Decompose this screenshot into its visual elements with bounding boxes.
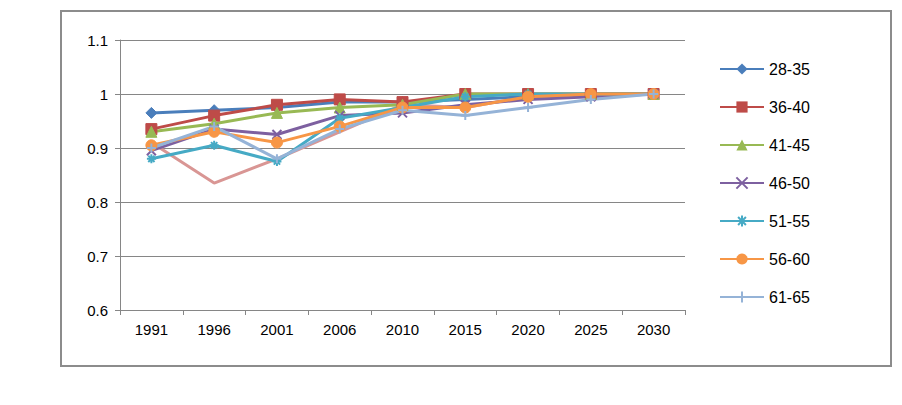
svg-text:0.7: 0.7 (87, 248, 108, 265)
svg-text:1.1: 1.1 (87, 32, 108, 49)
svg-text:51-55: 51-55 (769, 213, 810, 230)
svg-text:46-50: 46-50 (769, 175, 810, 192)
svg-text:2015: 2015 (449, 321, 482, 338)
svg-text:56-60: 56-60 (769, 251, 810, 268)
svg-text:2010: 2010 (386, 321, 419, 338)
svg-text:2020: 2020 (511, 321, 544, 338)
svg-text:1991: 1991 (135, 321, 168, 338)
svg-text:0.6: 0.6 (87, 302, 108, 319)
svg-text:28-35: 28-35 (769, 61, 810, 78)
svg-text:61-65: 61-65 (769, 289, 810, 306)
svg-text:0.9: 0.9 (87, 140, 108, 157)
svg-text:2030: 2030 (637, 321, 670, 338)
svg-text:1996: 1996 (197, 321, 230, 338)
svg-text:2001: 2001 (260, 321, 293, 338)
svg-text:36-40: 36-40 (769, 99, 810, 116)
svg-text:0.8: 0.8 (87, 194, 108, 211)
svg-text:2025: 2025 (574, 321, 607, 338)
svg-text:1: 1 (100, 86, 108, 103)
svg-text:41-45: 41-45 (769, 137, 810, 154)
svg-text:2006: 2006 (323, 321, 356, 338)
